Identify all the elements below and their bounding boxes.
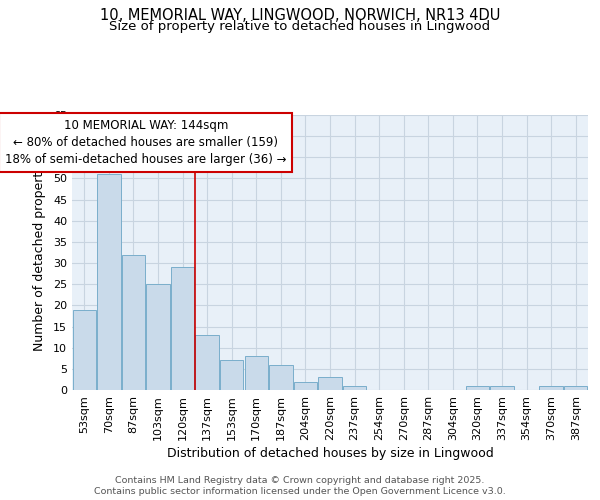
- Text: Contains HM Land Registry data © Crown copyright and database right 2025.: Contains HM Land Registry data © Crown c…: [115, 476, 485, 485]
- Bar: [269, 364, 293, 390]
- Text: Size of property relative to detached houses in Lingwood: Size of property relative to detached ho…: [109, 20, 491, 33]
- Bar: [73, 310, 96, 390]
- Text: 10 MEMORIAL WAY: 144sqm
← 80% of detached houses are smaller (159)
18% of semi-d: 10 MEMORIAL WAY: 144sqm ← 80% of detache…: [5, 119, 286, 166]
- Text: Contains public sector information licensed under the Open Government Licence v3: Contains public sector information licen…: [94, 487, 506, 496]
- Bar: [245, 356, 268, 390]
- Bar: [539, 386, 563, 390]
- Bar: [171, 268, 194, 390]
- Bar: [97, 174, 121, 390]
- X-axis label: Distribution of detached houses by size in Lingwood: Distribution of detached houses by size …: [167, 447, 493, 460]
- Text: 10, MEMORIAL WAY, LINGWOOD, NORWICH, NR13 4DU: 10, MEMORIAL WAY, LINGWOOD, NORWICH, NR1…: [100, 8, 500, 22]
- Bar: [466, 386, 489, 390]
- Bar: [220, 360, 244, 390]
- Bar: [564, 386, 587, 390]
- Bar: [122, 254, 145, 390]
- Bar: [490, 386, 514, 390]
- Bar: [319, 378, 341, 390]
- Y-axis label: Number of detached properties: Number of detached properties: [33, 154, 46, 351]
- Bar: [196, 335, 219, 390]
- Bar: [343, 386, 366, 390]
- Bar: [146, 284, 170, 390]
- Bar: [294, 382, 317, 390]
